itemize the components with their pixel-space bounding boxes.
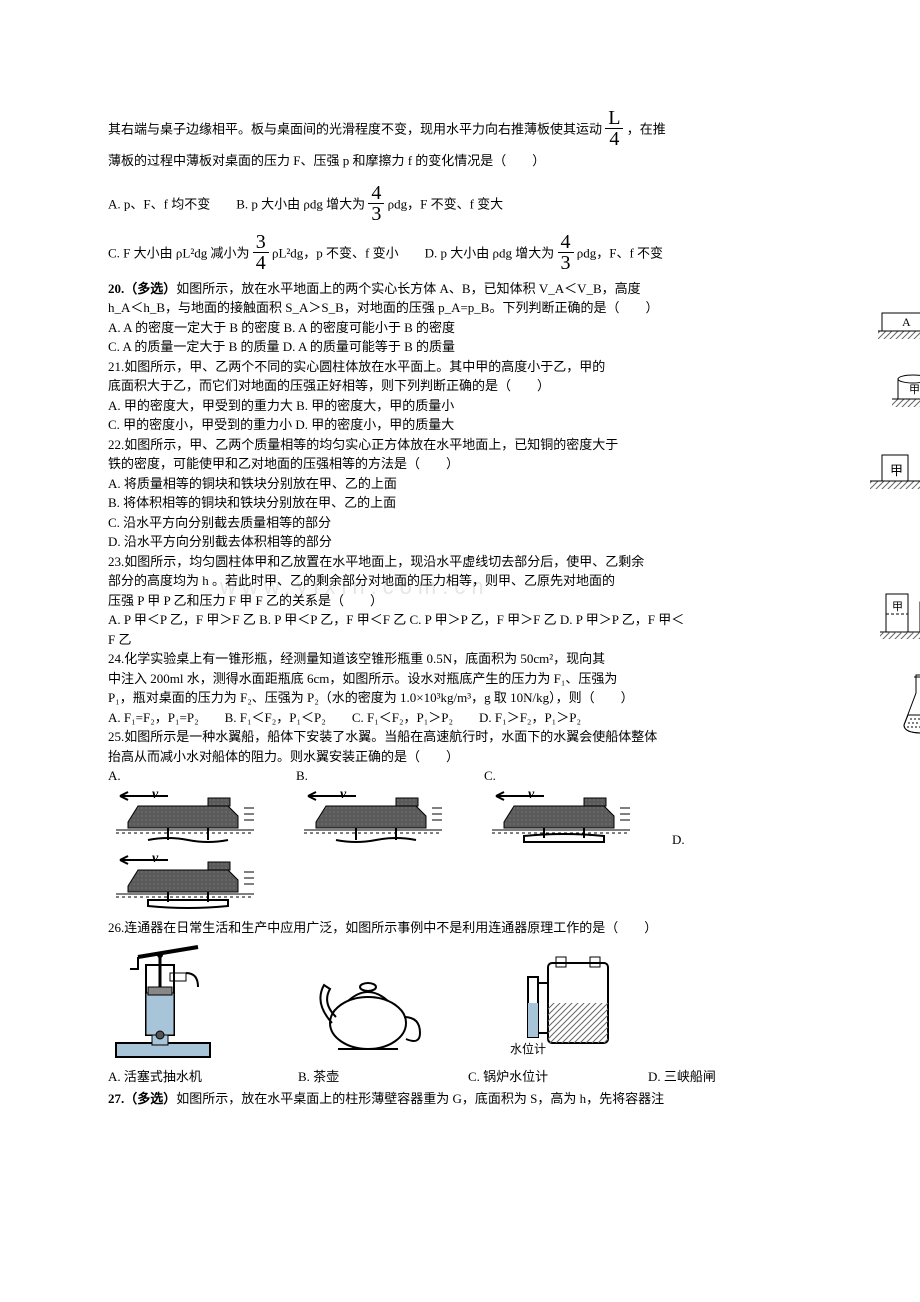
q24-body1: 化学实验桌上有一锥形瓶，经测量知道该空锥形瓶重 0.5N，底面积为 50cm²，… <box>124 651 605 666</box>
svg-text:水位计: 水位计 <box>510 1041 546 1056</box>
svg-text:v: v <box>152 851 159 866</box>
q26-optC-figure: 水位计 <box>508 953 648 1063</box>
pump-icon <box>108 943 218 1063</box>
q19-optB-tail: ρdg，F 不变、f 变大 <box>388 196 504 211</box>
q20-figure: A B <box>878 279 920 343</box>
q19-optC-pre: C. F 大小由 ρL²dg 减小为 <box>108 245 249 260</box>
q23-body3: 压强 P 甲 P 乙和压力 F 甲 F 乙的关系是（ ） <box>108 591 890 611</box>
q22-optC: C. 沿水平方向分别截去质量相等的部分 <box>108 513 890 533</box>
q19-optD-tail: ρdg，F、f 不变 <box>577 245 663 260</box>
q23-opts2: F 乙 <box>108 630 890 650</box>
frac-3-4: 34 <box>253 232 269 273</box>
q25-body2: 抬高从而减小水对船体的阻力。则水翼安装正确的是（ ） <box>108 747 890 767</box>
q25-optA-label: A. <box>108 768 121 783</box>
hydrofoil-icon: v <box>108 850 258 914</box>
q24-figure <box>894 669 920 741</box>
q24: 24.化学实验桌上有一锥形瓶，经测量知道该空锥形瓶重 0.5N，底面积为 50c… <box>108 649 890 727</box>
q22-optD: D. 沿水平方向分别截去体积相等的部分 <box>108 532 890 552</box>
q21-figure: 甲 乙 <box>892 357 920 413</box>
q21-optA: A. 甲的密度大，甲受到的重力大 B. 甲的密度大，甲的质量小 <box>108 396 890 416</box>
q19-line2: 薄板的过程中薄板对桌面的压力 F、压强 p 和摩擦力 f 的变化情况是（ ） <box>108 151 890 171</box>
svg-text:甲: 甲 <box>909 384 920 396</box>
q26-optB-figure <box>308 953 448 1063</box>
q23-body1: 如图所示，均匀圆柱体甲和乙放置在水平地面上，现沿水平虚线切去部分后，使甲、乙剩余 <box>124 554 644 569</box>
boiler-gauge-icon: 水位计 <box>508 953 628 1063</box>
q27: 27.（多选）如图所示，放在水平桌面上的柱形薄壁容器重为 G，底面积为 S，高为… <box>108 1089 890 1109</box>
hydrofoil-icon: v <box>484 786 634 850</box>
q22: 甲 乙 22.如图所示，甲、乙两个质量相等的均匀实心正方体放在水平地面上，已知铜… <box>108 435 890 552</box>
frac-L-4: L4 <box>605 108 623 149</box>
hydrofoil-icon: v <box>108 786 258 850</box>
q26-body: 连通器在日常生活和生产中应用广泛，如图所示事例中不是利用连通器原理工作的是（ ） <box>124 920 657 935</box>
q24-body3: P₁，瓶对桌面的压力为 F₂、压强为 P₂（水的密度为 1.0×10³kg/m³… <box>108 688 890 708</box>
q20-optB: C. A 的质量一定大于 B 的质量 D. A 的质量可能等于 B 的质量 <box>108 337 890 357</box>
q26-optC-label: C. 锅炉水位计 <box>468 1067 638 1087</box>
q25-optB-label: B. <box>296 768 308 783</box>
q21-label: 21. <box>108 359 124 374</box>
svg-text:甲: 甲 <box>892 601 903 613</box>
q19-line1-post: ，在推 <box>627 121 666 136</box>
q26-optD-label: D. 三峡船闸 <box>648 1067 788 1087</box>
q23-label: 23. <box>108 554 124 569</box>
svg-text:v: v <box>528 787 535 802</box>
q26-optA-label: A. 活塞式抽水机 <box>108 1067 288 1087</box>
q24-opts: A. F₁=F₂，P₁=P₂ B. F₁＜F₂，P₁＜P₂ C. F₁＜F₂，P… <box>108 708 890 728</box>
q26-label: 26. <box>108 920 124 935</box>
q25-optD-label: D. <box>672 832 685 847</box>
q24-body2: 中注入 200ml 水，测得水面距瓶底 6cm，如图所示。设水对瓶底产生的压力为… <box>108 669 890 689</box>
q25-body1: 如图所示是一种水翼船，船体下安装了水翼。当船在高速航行时，水面下的水翼会使船体整… <box>124 729 657 744</box>
q21-body2: 底面积大于乙，而它们对地面的压强正好相等，则下列判断正确的是（ ） <box>108 376 890 396</box>
q19-line1-pre: 其右端与桌子边缘相平。板与桌面间的光滑程度不变，现用水平力向右推薄板使其运动 <box>108 121 602 136</box>
hydrofoil-icon: v <box>296 786 446 850</box>
q21-optB: C. 甲的密度小，甲受到的重力小 D. 甲的密度小，甲的质量大 <box>108 415 890 435</box>
q19-optC-mid: ρL²dg，p 不变、f 变小 D. p 大小由 ρdg 增大为 <box>272 245 554 260</box>
q23-body2: 部分的高度均为 h 。若此时甲、乙的剩余部分对地面的压力相等，则甲、乙原先对地面… <box>108 571 890 591</box>
q25-optC-label: C. <box>484 768 496 783</box>
teapot-icon <box>308 953 428 1063</box>
q25-label: 25. <box>108 729 124 744</box>
frac-4-3-a: 43 <box>368 183 384 224</box>
frac-4-3-b: 43 <box>558 232 574 273</box>
q23-opts: A. P 甲＜P 乙，F 甲＞F 乙 B. P 甲＜P 乙，F 甲＜F 乙 C.… <box>108 610 890 630</box>
q19-continuation: 其右端与桌子边缘相平。板与桌面间的光滑程度不变，现用水平力向右推薄板使其运动 L… <box>108 110 890 275</box>
q25: 25.如图所示是一种水翼船，船体下安装了水翼。当船在高速航行时，水面下的水翼会使… <box>108 727 890 914</box>
q27-label: 27.（多选） <box>108 1091 176 1106</box>
q20-body1: 如图所示，放在水平地面上的两个实心长方体 A、B，已知体积 V_A＜V_B，高度 <box>176 281 640 296</box>
q21: 甲 乙 21.如图所示，甲、乙两个不同的实心圆柱体放在水平面上。其中甲的高度小于… <box>108 357 890 435</box>
q22-figure: 甲 乙 <box>870 435 920 495</box>
q22-body2: 铁的密度，可能使甲和乙对地面的压强相等的方法是（ ） <box>108 454 890 474</box>
q26-optB-label: B. 茶壶 <box>298 1067 458 1087</box>
q21-body1: 如图所示，甲、乙两个不同的实心圆柱体放在水平面上。其中甲的高度小于乙，甲的 <box>124 359 605 374</box>
q22-optA: A. 将质量相等的铜块和铁块分别放在甲、乙的上面 <box>108 474 890 494</box>
svg-text:v: v <box>152 787 159 802</box>
q25-options-row1: A. v B. v <box>108 766 890 850</box>
q23: 甲 乙 h 23.如图所示，均匀圆柱体甲和乙放置在水平地面上，现沿水平虚线切去部… <box>108 552 890 650</box>
q26: 26.连通器在日常生活和生产中应用广泛，如图所示事例中不是利用连通器原理工作的是… <box>108 918 890 1087</box>
q20-body2: h_A＜h_B，与地面的接触面积 S_A＞S_B，对地面的压强 p_A=p_B。… <box>108 298 890 318</box>
fig-label-A: A <box>902 315 911 329</box>
q19-optAB-pre: A. p、F、f 均不变 B. p 大小由 ρdg 增大为 <box>108 196 365 211</box>
q20: A B 20.（多选）如图所示，放在水平地面上的两个实心长方体 A、B，已知体积… <box>108 279 890 357</box>
svg-text:甲: 甲 <box>890 463 903 478</box>
q27-body: 如图所示，放在水平桌面上的柱形薄壁容器重为 G，底面积为 S，高为 h，先将容器… <box>176 1091 664 1106</box>
q20-label: 20.（多选） <box>108 281 176 296</box>
q26-optA-figure <box>108 943 248 1063</box>
svg-text:v: v <box>340 787 347 802</box>
q22-optB: B. 将体积相等的铜块和铁块分别放在甲、乙的上面 <box>108 493 890 513</box>
q22-label: 22. <box>108 437 124 452</box>
q20-optA: A. A 的密度一定大于 B 的密度 B. A 的密度可能小于 B 的密度 <box>108 318 890 338</box>
q23-figure: 甲 乙 h <box>880 588 920 646</box>
q25-optD-figure: v <box>108 850 890 914</box>
q24-label: 24. <box>108 651 124 666</box>
q22-body1: 如图所示，甲、乙两个质量相等的均匀实心正方体放在水平地面上，已知铜的密度大于 <box>124 437 618 452</box>
